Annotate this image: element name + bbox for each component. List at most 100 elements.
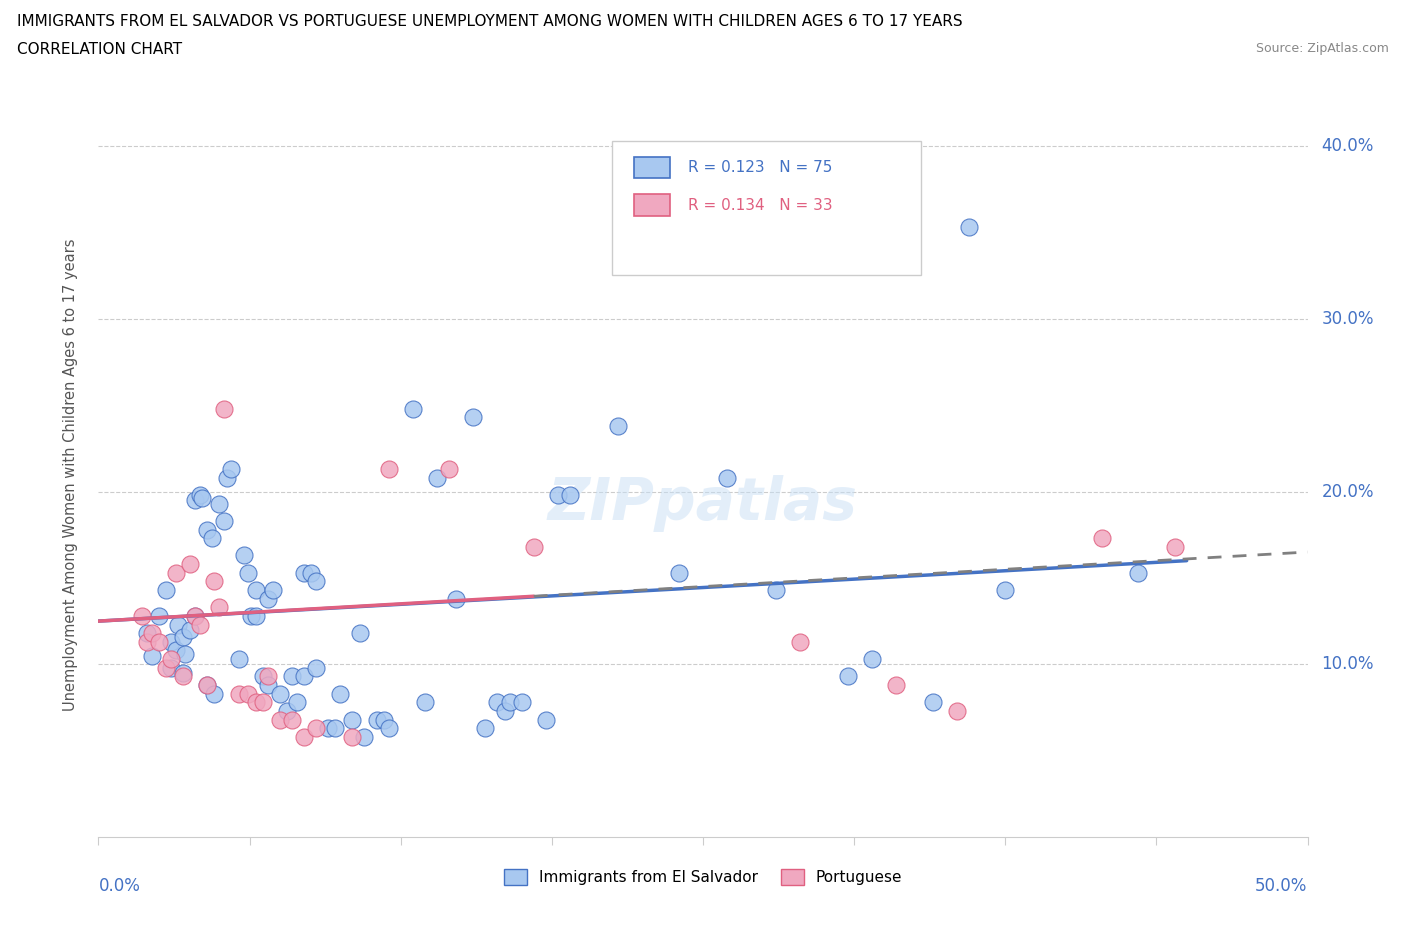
Point: [245, 695, 267, 710]
FancyBboxPatch shape: [634, 194, 671, 216]
Point: [957, 219, 980, 234]
Point: [305, 721, 328, 736]
Point: [155, 582, 177, 597]
Point: [172, 666, 194, 681]
Point: [498, 695, 520, 710]
Point: [160, 660, 183, 675]
Point: [837, 669, 859, 684]
Point: [155, 660, 177, 675]
Point: [191, 491, 214, 506]
Point: [228, 686, 250, 701]
Point: [281, 669, 304, 684]
Point: [534, 712, 557, 727]
Point: [426, 471, 449, 485]
Point: [463, 410, 485, 425]
Y-axis label: Unemployment Among Women with Children Ages 6 to 17 years: Unemployment Among Women with Children A…: [63, 238, 77, 711]
Point: [547, 487, 569, 502]
Point: [276, 703, 298, 718]
Point: [1128, 565, 1150, 580]
Point: [228, 652, 250, 667]
Point: [172, 669, 194, 684]
Point: [316, 721, 339, 736]
Point: [204, 686, 226, 701]
Point: [184, 608, 207, 623]
Point: [188, 618, 211, 632]
Point: [245, 582, 267, 597]
Point: [353, 729, 375, 744]
Text: 40.0%: 40.0%: [1322, 137, 1374, 155]
Point: [208, 497, 231, 512]
Text: R = 0.134   N = 33: R = 0.134 N = 33: [689, 198, 834, 213]
Point: [221, 461, 243, 476]
Point: [373, 712, 395, 727]
Point: [921, 695, 943, 710]
Point: [148, 608, 170, 623]
Point: [510, 695, 533, 710]
Point: [195, 678, 218, 693]
Point: [184, 608, 207, 623]
Point: [292, 729, 315, 744]
Point: [172, 630, 194, 644]
Point: [305, 660, 328, 675]
Point: [486, 695, 509, 710]
Text: ZIPpatlas: ZIPpatlas: [548, 475, 858, 532]
Point: [245, 608, 267, 623]
Point: [195, 678, 218, 693]
Text: 0.0%: 0.0%: [98, 877, 141, 895]
Point: [474, 721, 496, 736]
Point: [494, 703, 516, 718]
Text: 10.0%: 10.0%: [1322, 656, 1374, 673]
Point: [262, 582, 284, 597]
Text: 20.0%: 20.0%: [1322, 483, 1374, 500]
Point: [366, 712, 388, 727]
Point: [208, 600, 231, 615]
Point: [256, 669, 278, 684]
Point: [1163, 539, 1185, 554]
Point: [256, 591, 278, 606]
Point: [252, 695, 274, 710]
Point: [135, 626, 157, 641]
Point: [789, 634, 811, 649]
Point: [668, 565, 690, 580]
Point: [437, 461, 460, 476]
Point: [325, 721, 347, 736]
Point: [994, 582, 1017, 597]
Point: [165, 565, 187, 580]
Point: [238, 565, 260, 580]
Point: [446, 591, 468, 606]
Text: 50.0%: 50.0%: [1256, 877, 1308, 895]
Point: [607, 418, 630, 433]
Point: [148, 634, 170, 649]
Point: [165, 643, 187, 658]
Point: [179, 557, 201, 572]
Point: [184, 493, 207, 508]
Point: [238, 686, 260, 701]
Point: [215, 471, 238, 485]
Text: 30.0%: 30.0%: [1322, 310, 1374, 328]
Text: Source: ZipAtlas.com: Source: ZipAtlas.com: [1256, 42, 1389, 55]
Point: [160, 652, 183, 667]
Point: [212, 513, 235, 528]
FancyBboxPatch shape: [634, 156, 671, 179]
Point: [141, 626, 163, 641]
Point: [860, 652, 883, 667]
Point: [342, 729, 364, 744]
Point: [305, 574, 328, 589]
Point: [413, 695, 436, 710]
Legend: Immigrants from El Salvador, Portuguese: Immigrants from El Salvador, Portuguese: [498, 863, 908, 891]
Point: [135, 634, 157, 649]
Point: [523, 539, 546, 554]
Point: [167, 618, 190, 632]
Point: [402, 401, 425, 416]
Point: [179, 622, 201, 637]
Text: IMMIGRANTS FROM EL SALVADOR VS PORTUGUESE UNEMPLOYMENT AMONG WOMEN WITH CHILDREN: IMMIGRANTS FROM EL SALVADOR VS PORTUGUES…: [17, 14, 963, 29]
FancyBboxPatch shape: [613, 140, 921, 275]
Point: [377, 461, 399, 476]
Point: [160, 634, 183, 649]
Text: R = 0.123   N = 75: R = 0.123 N = 75: [689, 160, 832, 175]
Point: [269, 712, 291, 727]
Point: [195, 522, 218, 537]
Point: [131, 608, 153, 623]
Point: [716, 471, 738, 485]
Point: [281, 712, 304, 727]
